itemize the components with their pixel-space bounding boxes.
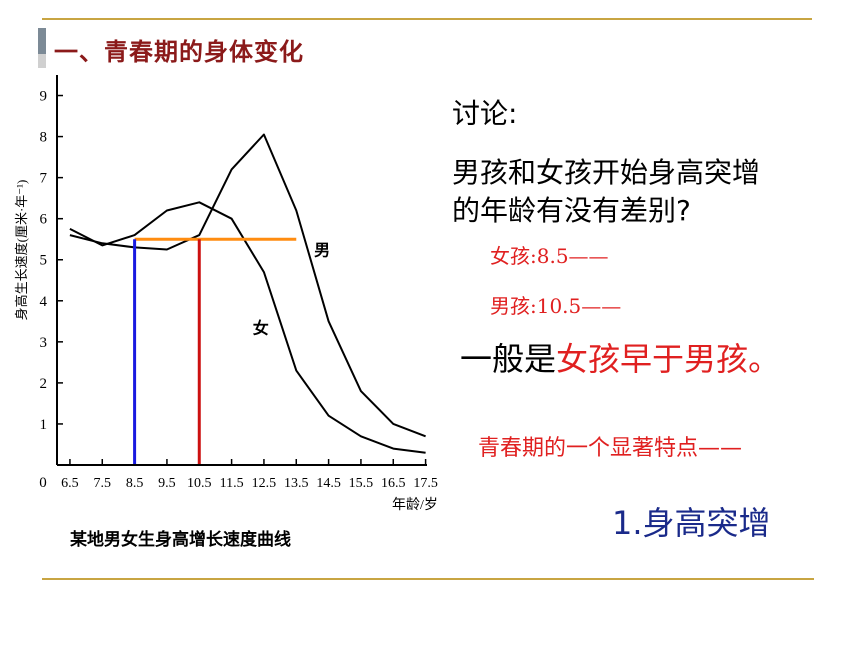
y-tick-label: 2 <box>40 376 48 392</box>
boy-answer: 男孩:10.5—— <box>490 294 622 318</box>
chart-caption: 某地男女生身高增长速度曲线 <box>70 530 291 550</box>
series-line-female <box>69 201 426 454</box>
x-tick-label: 16.5 <box>381 476 406 491</box>
x-tick-label: 13.5 <box>284 476 309 491</box>
discussion-question: 男孩和女孩开始身高突增 的年龄有没有差别? <box>452 154 832 230</box>
y-tick-label: 5 <box>40 253 48 269</box>
x-tick-label: 6.5 <box>61 476 79 491</box>
conclusion-girl: 女孩 <box>556 340 621 378</box>
bottom-rule <box>42 578 814 580</box>
chart-overlays <box>133 237 297 464</box>
chart-labels: 年龄/岁 身高生长速度(厘米·年⁻¹) 男女 <box>14 180 438 513</box>
chart-series <box>69 133 426 454</box>
x-tick-label: 7.5 <box>94 476 112 491</box>
conclusion-boy: 男孩 <box>684 340 749 378</box>
question-line-2: 的年龄有没有差别? <box>452 194 691 227</box>
x-tick-label: 17.5 <box>413 476 438 491</box>
conclusion: 一般是女孩早于男孩。 <box>460 334 780 380</box>
conclusion-mid: 早于 <box>620 340 685 378</box>
discussion-label: 讨论: <box>452 97 518 130</box>
y-tick-label: 8 <box>40 130 48 146</box>
y-tick-label: 3 <box>40 335 48 351</box>
x-tick-label: 10.5 <box>187 476 212 491</box>
origin-label: 0 <box>39 475 47 491</box>
x-axis-label: 年龄/岁 <box>392 497 438 513</box>
series-label-male: 男 <box>314 241 330 260</box>
x-tick-label: 8.5 <box>126 476 144 491</box>
x-tick-label: 15.5 <box>349 476 374 491</box>
girl-answer: 女孩:8.5—— <box>490 244 609 268</box>
y-tick-label: 4 <box>40 294 48 310</box>
y-tick-label: 1 <box>40 417 48 433</box>
x-tick-label: 12.5 <box>252 476 277 491</box>
y-tick-label: 6 <box>40 212 48 228</box>
conclusion-end: 。 <box>748 340 781 378</box>
series-label-female: 女 <box>253 319 269 338</box>
x-tick-label: 14.5 <box>316 476 341 491</box>
top-rule <box>42 18 812 20</box>
y-tick-label: 7 <box>40 171 48 187</box>
x-tick-label: 9.5 <box>158 476 176 491</box>
slide-title: 一、青春期的身体变化 <box>54 37 304 66</box>
feature-point: 1.身高突增 <box>612 504 771 542</box>
chart-ticks: 1 2 3 4 5 6 7 8 9 6.5 7.5 8.5 9.5 10.5 11.5 12.5 13.5 14.… <box>39 89 438 491</box>
series-line-male <box>69 133 426 438</box>
title-accent-bar <box>38 28 46 68</box>
question-line-1: 男孩和女孩开始身高突增 <box>452 156 761 189</box>
conclusion-prefix: 一般是 <box>460 340 557 378</box>
y-tick-label: 9 <box>40 89 48 105</box>
chart-axes <box>56 75 427 466</box>
feature-intro: 青春期的一个显著特点—— <box>478 436 743 461</box>
growth-rate-chart: 1 2 3 4 5 6 7 8 9 6.5 7.5 8.5 9.5 10.5 11.5 12.5 13.5 14.… <box>14 75 438 513</box>
y-axis-label: 身高生长速度(厘米·年⁻¹) <box>14 180 29 321</box>
x-tick-label: 11.5 <box>220 476 244 491</box>
